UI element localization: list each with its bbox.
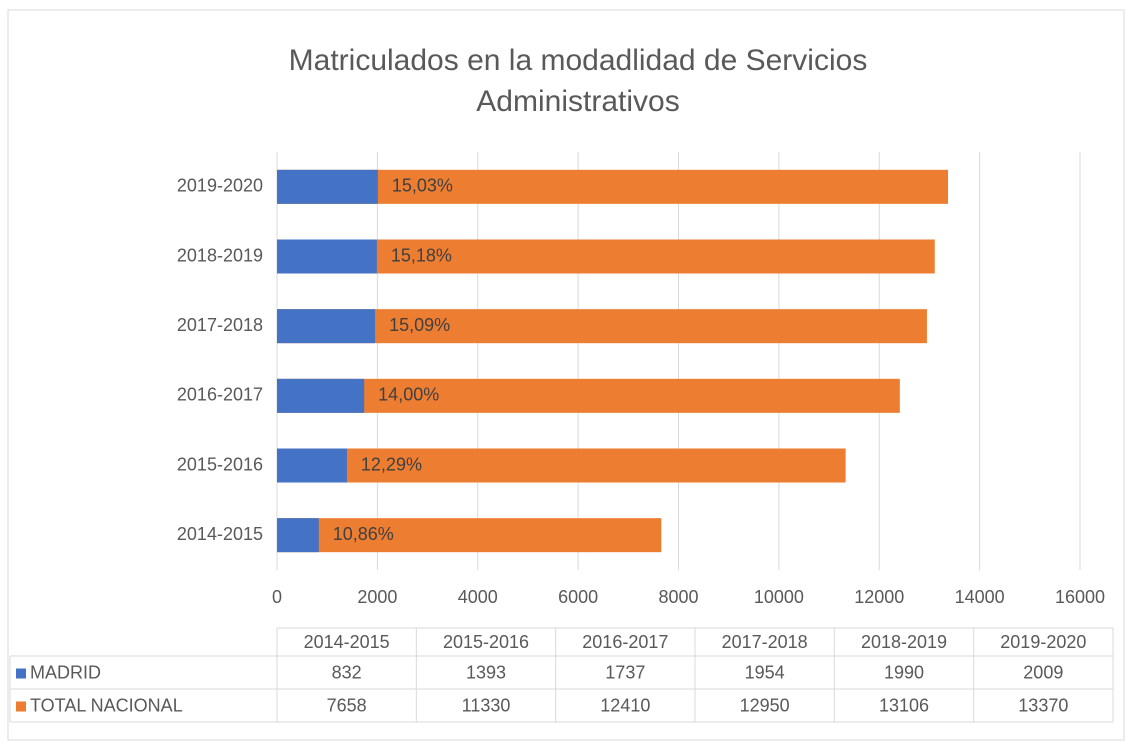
table-cell: 13106 <box>879 695 929 715</box>
bar <box>277 378 900 413</box>
table-header: 2018-2019 <box>861 632 947 652</box>
y-tick-label: 2017-2018 <box>177 315 263 335</box>
data-label: 10,86% <box>333 524 394 544</box>
data-label: 15,03% <box>392 176 453 196</box>
table-cell: 12950 <box>740 695 790 715</box>
x-tick-label: 10000 <box>754 587 804 607</box>
legend-key <box>16 668 26 679</box>
table-cell: 1954 <box>745 662 785 682</box>
table-cell: 1393 <box>466 662 506 682</box>
x-tick-label: 6000 <box>558 587 598 607</box>
data-label: 12,29% <box>361 454 422 474</box>
table-cell: 12410 <box>600 695 650 715</box>
legend-label: TOTAL NACIONAL <box>30 695 183 715</box>
bar <box>277 448 846 483</box>
y-tick-label: 2016-2017 <box>177 385 263 405</box>
table-cell: 1737 <box>605 662 645 682</box>
bar <box>277 169 378 204</box>
bar <box>277 518 319 553</box>
y-tick-label: 2018-2019 <box>177 245 263 265</box>
y-tick-label: 2015-2016 <box>177 454 263 474</box>
table-cell: 13370 <box>1018 695 1068 715</box>
y-tick-label: 2019-2020 <box>177 176 263 196</box>
x-tick-label: 16000 <box>1055 587 1105 607</box>
bar <box>277 239 377 274</box>
table-header: 2017-2018 <box>722 632 808 652</box>
table-header: 2016-2017 <box>582 632 668 652</box>
bar <box>277 169 949 204</box>
x-tick-label: 14000 <box>955 587 1005 607</box>
table-header: 2015-2016 <box>443 632 529 652</box>
table-header: 2014-2015 <box>304 632 390 652</box>
bar <box>277 309 927 344</box>
table-cell: 2009 <box>1023 662 1063 682</box>
table-cell: 1990 <box>884 662 924 682</box>
bar <box>277 378 365 413</box>
data-label: 15,09% <box>389 315 450 335</box>
bar <box>277 518 662 553</box>
data-label: 15,18% <box>391 245 452 265</box>
bar <box>277 239 935 274</box>
x-tick-label: 0 <box>272 587 282 607</box>
chart-title: Matriculados en la modadlidad de Servici… <box>289 44 868 118</box>
x-tick-label: 12000 <box>854 587 904 607</box>
x-tick-label: 2000 <box>357 587 397 607</box>
data-label: 14,00% <box>378 385 439 405</box>
y-tick-label: 2014-2015 <box>177 524 263 544</box>
legend-key <box>16 701 26 712</box>
x-tick-label: 8000 <box>658 587 698 607</box>
table-header: 2019-2020 <box>1000 632 1086 652</box>
table-cell: 7658 <box>327 695 367 715</box>
table-cell: 11330 <box>462 695 511 715</box>
x-tick-label: 4000 <box>458 587 498 607</box>
table-cell: 832 <box>332 662 362 682</box>
legend-label: MADRID <box>30 662 101 682</box>
bar <box>277 448 347 483</box>
chart-border <box>7 9 1125 741</box>
bar <box>277 309 376 344</box>
